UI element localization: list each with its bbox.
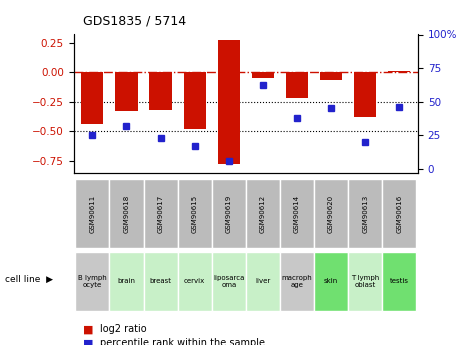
Text: GSM90619: GSM90619 — [226, 195, 232, 233]
Text: GSM90620: GSM90620 — [328, 195, 334, 233]
Text: GSM90611: GSM90611 — [89, 195, 95, 233]
Bar — [348, 179, 382, 248]
Text: cell line  ▶: cell line ▶ — [5, 275, 53, 284]
Bar — [382, 179, 416, 248]
Bar — [348, 252, 382, 310]
Bar — [246, 179, 280, 248]
Text: GDS1835 / 5714: GDS1835 / 5714 — [83, 14, 186, 28]
Bar — [178, 252, 212, 310]
Text: skin: skin — [324, 278, 338, 284]
Text: cervix: cervix — [184, 278, 205, 284]
Text: breast: breast — [150, 278, 171, 284]
Bar — [76, 179, 109, 248]
Bar — [252, 72, 274, 78]
Bar — [115, 72, 138, 111]
Bar — [314, 252, 348, 310]
Bar — [109, 179, 143, 248]
Bar — [178, 179, 212, 248]
Bar — [280, 252, 314, 310]
Bar — [286, 72, 308, 98]
Text: testis: testis — [390, 278, 409, 284]
Text: ■: ■ — [83, 338, 94, 345]
Bar — [314, 179, 348, 248]
Bar — [280, 179, 314, 248]
Text: liposarca
oma: liposarca oma — [213, 275, 245, 288]
Text: B lymph
ocyte: B lymph ocyte — [78, 275, 107, 288]
Bar — [212, 179, 246, 248]
Bar — [218, 40, 240, 164]
Text: GSM90617: GSM90617 — [158, 195, 163, 233]
Bar — [320, 72, 342, 80]
Text: GSM90614: GSM90614 — [294, 195, 300, 233]
Bar — [183, 72, 206, 129]
Text: GSM90618: GSM90618 — [124, 195, 130, 233]
Bar — [354, 72, 376, 117]
Bar — [81, 72, 104, 124]
Text: GSM90616: GSM90616 — [396, 195, 402, 233]
Bar — [150, 72, 171, 110]
Bar — [109, 252, 143, 310]
Text: GSM90615: GSM90615 — [192, 195, 198, 233]
Text: T lymph
oblast: T lymph oblast — [351, 275, 379, 288]
Text: brain: brain — [117, 278, 135, 284]
Text: macroph
age: macroph age — [282, 275, 313, 288]
Text: liver: liver — [255, 278, 270, 284]
Text: log2 ratio: log2 ratio — [100, 325, 146, 334]
Bar — [76, 252, 109, 310]
Text: ■: ■ — [83, 325, 94, 334]
Text: GSM90612: GSM90612 — [260, 195, 266, 233]
Bar — [382, 252, 416, 310]
Bar — [388, 71, 410, 72]
Bar — [246, 252, 280, 310]
Bar — [143, 252, 178, 310]
Bar — [212, 252, 246, 310]
Text: percentile rank within the sample: percentile rank within the sample — [100, 338, 265, 345]
Text: GSM90613: GSM90613 — [362, 195, 368, 233]
Bar — [143, 179, 178, 248]
